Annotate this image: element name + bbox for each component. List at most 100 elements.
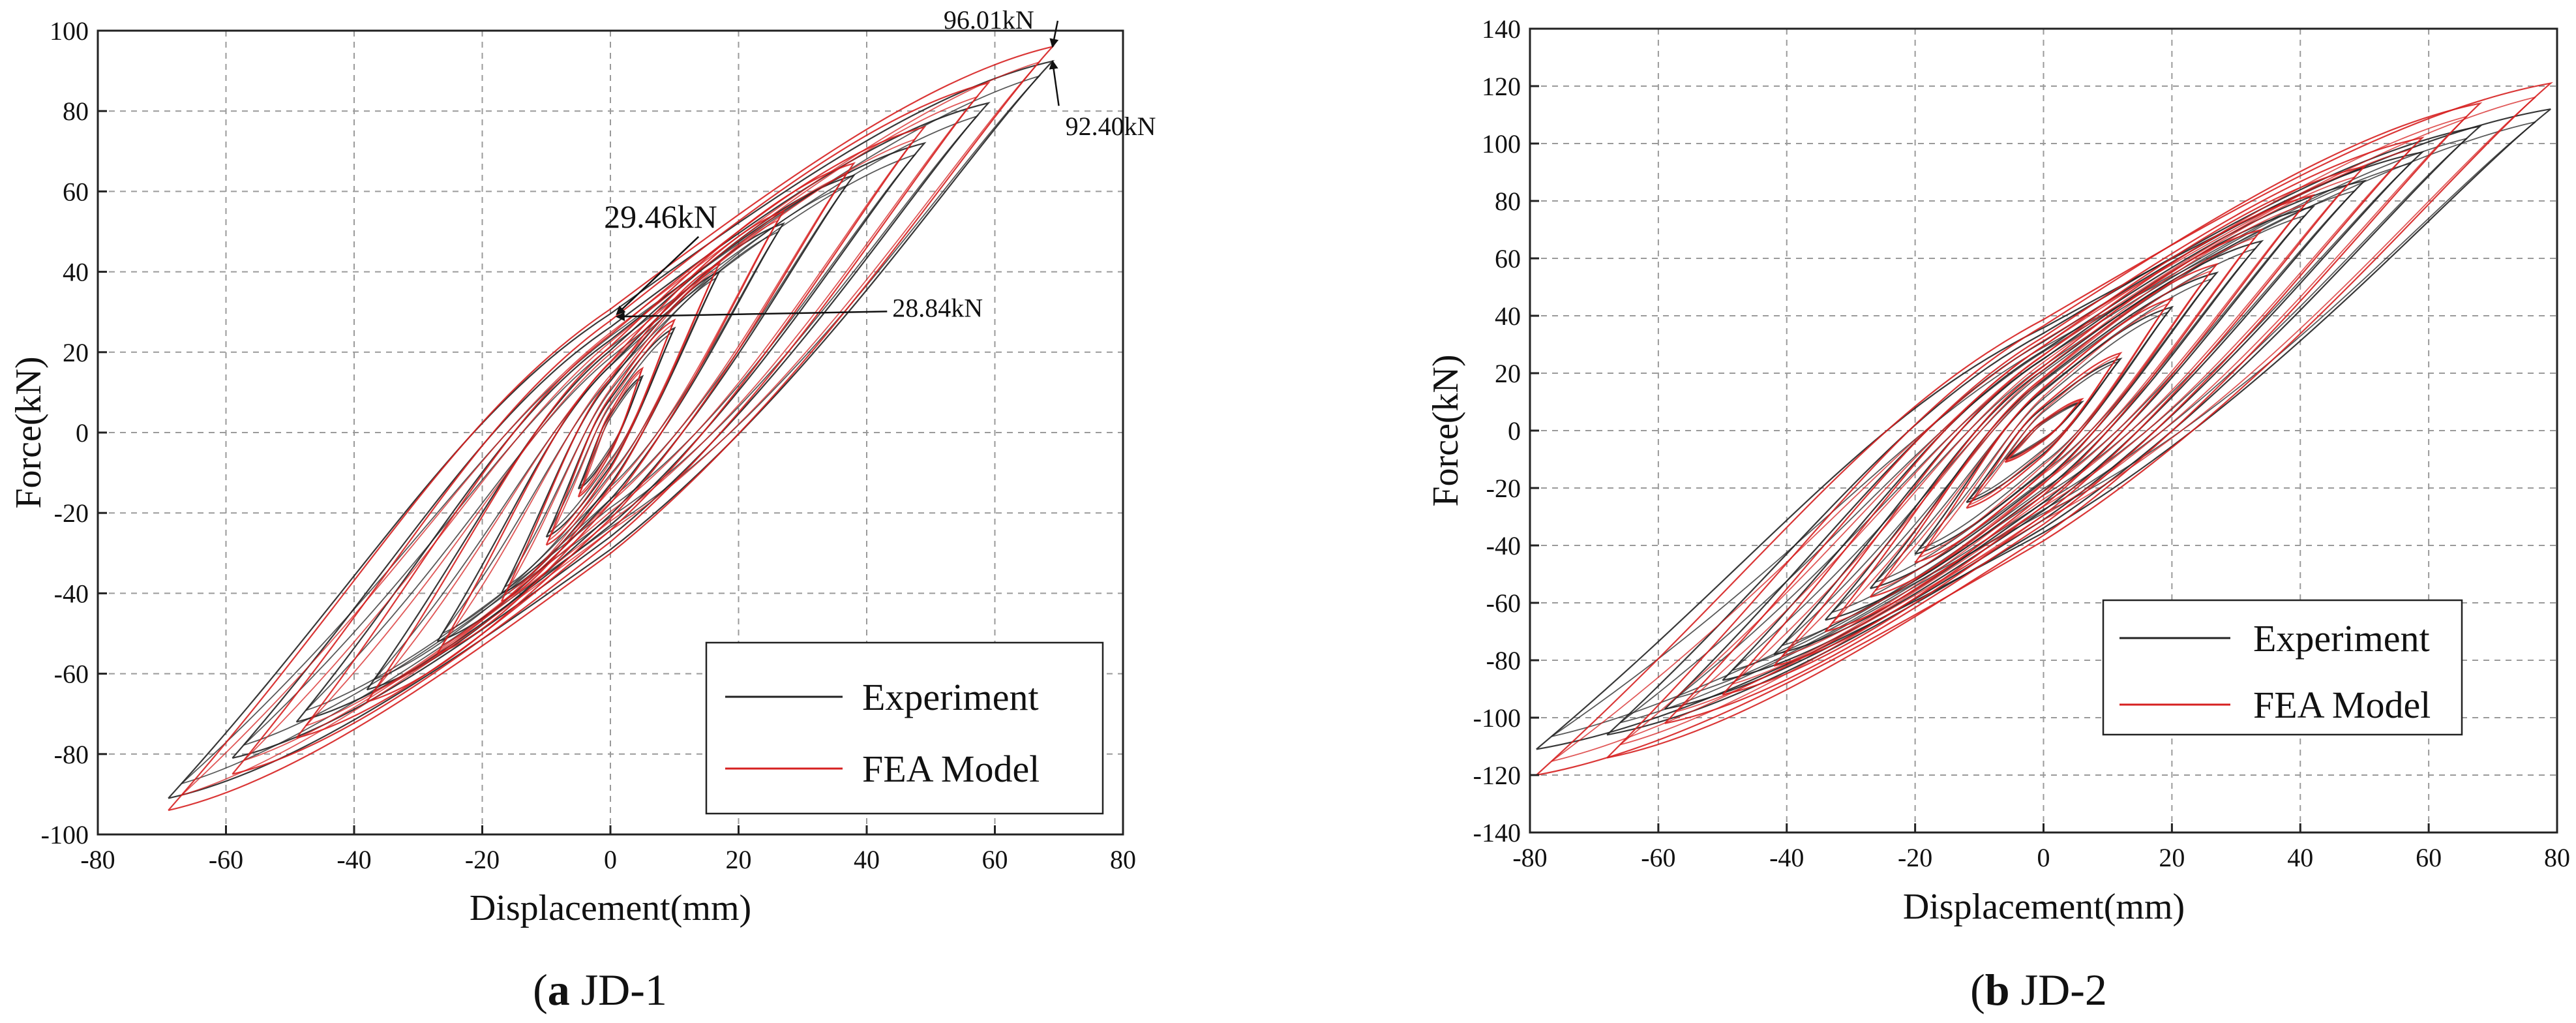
hysteresis-loop <box>1722 165 2367 695</box>
y-tick-label: 60 <box>1495 244 1521 273</box>
y-tick-label: 20 <box>63 338 89 367</box>
x-tick-label: 80 <box>1110 845 1136 874</box>
hysteresis-loop <box>1664 136 2425 724</box>
annotation-label: 29.46kN <box>604 198 717 235</box>
hysteresis-loop-repeat <box>1831 247 2258 613</box>
hysteresis-loop-repeat <box>1551 97 2536 762</box>
y-tick-labels: -100 -80 -60 -40 -20 0 20 40 60 80 100 <box>41 16 107 849</box>
legend-label-experiment: Experiment <box>2253 617 2430 660</box>
caption-text-a: JD-1 <box>570 965 667 1015</box>
y-axis-label: Force(kN) <box>1426 354 1466 506</box>
x-tick-label: 80 <box>2544 843 2570 872</box>
annotation-label: 96.01kN <box>944 5 1034 35</box>
hysteresis-loop-repeat <box>1831 236 2257 624</box>
legend-box <box>2102 599 2463 736</box>
caption-text-b: JD-2 <box>2010 965 2107 1015</box>
x-tick-label: -40 <box>1769 843 1804 872</box>
y-tick-label: 40 <box>63 258 89 287</box>
y-axis-label: Force(kN) <box>8 356 49 508</box>
hysteresis-loop <box>577 367 644 498</box>
x-tick-label: -60 <box>1641 843 1675 872</box>
y-tick-label: 20 <box>1495 359 1521 388</box>
x-tick-label: -60 <box>209 845 243 874</box>
x-tick-label: 60 <box>982 845 1008 874</box>
hysteresis-loop-repeat <box>1731 176 2357 685</box>
y-tick-label: 60 <box>63 177 89 206</box>
hysteresis-loop <box>1869 262 2219 598</box>
annotation-arrow <box>615 311 888 322</box>
x-tick-label: 0 <box>604 845 617 874</box>
hysteresis-loop-repeat <box>1551 121 2536 737</box>
hysteresis-loop-repeat <box>2005 399 2083 462</box>
chart-panel-jd2: -80 -60 -40 -20 0 20 40 60 80 -140 -120 -100 -80 -60… <box>1426 14 2570 1015</box>
series-fea-model <box>1536 82 2553 776</box>
hysteresis-loop-repeat <box>442 219 780 646</box>
hysteresis-loop-repeat <box>504 269 718 596</box>
y-tick-label: 120 <box>1482 72 1521 101</box>
caption-letter-b: b <box>1985 965 2010 1015</box>
hysteresis-loop-repeat <box>1918 302 2170 558</box>
x-tick-label: 0 <box>2037 843 2050 872</box>
x-axis-label: Displacement(mm) <box>1903 887 2185 927</box>
annotation-label: 28.84kN <box>892 293 983 322</box>
hysteresis-loop <box>545 318 676 546</box>
x-tick-label: 40 <box>2287 843 2313 872</box>
hysteresis-loop <box>436 210 785 654</box>
legend-label-fea: FEA Model <box>2253 684 2431 726</box>
y-tick-label: 140 <box>1482 14 1521 44</box>
hysteresis-loop <box>1606 102 2483 759</box>
y-tick-label: -40 <box>54 579 89 608</box>
hysteresis-loop-repeat <box>305 153 917 711</box>
hysteresis-loop <box>366 162 856 703</box>
y-tick-label: -80 <box>54 740 89 769</box>
y-tick-labels: -140 -120 -100 -80 -60 -40 -20 0 20 40 60 80 100 120 1… <box>1473 14 1539 847</box>
hysteresis-loop-repeat <box>374 172 848 692</box>
x-tick-label: -20 <box>465 845 500 874</box>
hysteresis-loop <box>500 262 721 602</box>
x-axis-label: Displacement(mm) <box>470 888 751 928</box>
annotation-label: 92.40kN <box>1066 112 1156 141</box>
hysteresis-loop-repeat <box>305 138 917 727</box>
y-tick-label: -20 <box>1486 474 1521 503</box>
hysteresis-loop-repeat <box>1731 189 2358 671</box>
legend: Experiment FEA Model <box>705 641 1104 815</box>
y-tick-label: 100 <box>1482 129 1521 159</box>
y-tick-label: -60 <box>1486 588 1521 618</box>
plot-area <box>1536 82 2553 776</box>
legend-label-experiment: Experiment <box>862 676 1039 718</box>
hysteresis-loop-repeat <box>181 61 1041 796</box>
hysteresis-loop <box>295 125 927 739</box>
y-tick-label: -120 <box>1473 761 1521 790</box>
legend: Experiment FEA Model <box>2102 599 2463 736</box>
hysteresis-loop-repeat <box>1875 269 2214 591</box>
caption-letter-a: a <box>548 965 570 1015</box>
x-tick-label: -80 <box>1512 843 1547 872</box>
y-tick-label: -100 <box>41 820 89 849</box>
x-tick-label: -20 <box>1898 843 1932 872</box>
y-tick-label: 0 <box>76 418 89 448</box>
x-tick-labels: -80 -60 -40 -20 0 20 40 60 80 <box>80 825 1136 874</box>
annotation-arrow <box>1049 20 1059 48</box>
y-tick-label: 80 <box>63 97 89 126</box>
hysteresis-loop <box>1536 82 2553 776</box>
hysteresis-loop-repeat <box>1968 355 2120 506</box>
hysteresis-loop <box>232 82 991 775</box>
x-tick-label: 20 <box>2159 843 2185 872</box>
y-tick-label: -60 <box>54 660 89 689</box>
caption-b: (b JD-2 <box>1970 965 2107 1015</box>
hysteresis-loop <box>1966 352 2123 509</box>
annotation-arrow <box>616 236 700 315</box>
chart-panel-jd1: -80 -60 -40 -20 0 20 40 60 80 -100 -80 -60 -40 -20 0 2… <box>8 5 1156 1015</box>
hysteresis-loop-repeat <box>578 369 643 495</box>
x-tick-label: 40 <box>854 845 880 874</box>
annotation-arrow <box>1049 59 1060 106</box>
legend-box <box>705 641 1104 815</box>
series-fea-model <box>168 45 1055 812</box>
hysteresis-loop-repeat <box>1675 149 2412 712</box>
legend-label-fea: FEA Model <box>862 748 1040 790</box>
hysteresis-loop-repeat <box>1781 203 2307 658</box>
y-tick-label: -20 <box>54 498 89 528</box>
y-tick-label: 100 <box>50 16 89 46</box>
x-tick-label: 20 <box>726 845 752 874</box>
